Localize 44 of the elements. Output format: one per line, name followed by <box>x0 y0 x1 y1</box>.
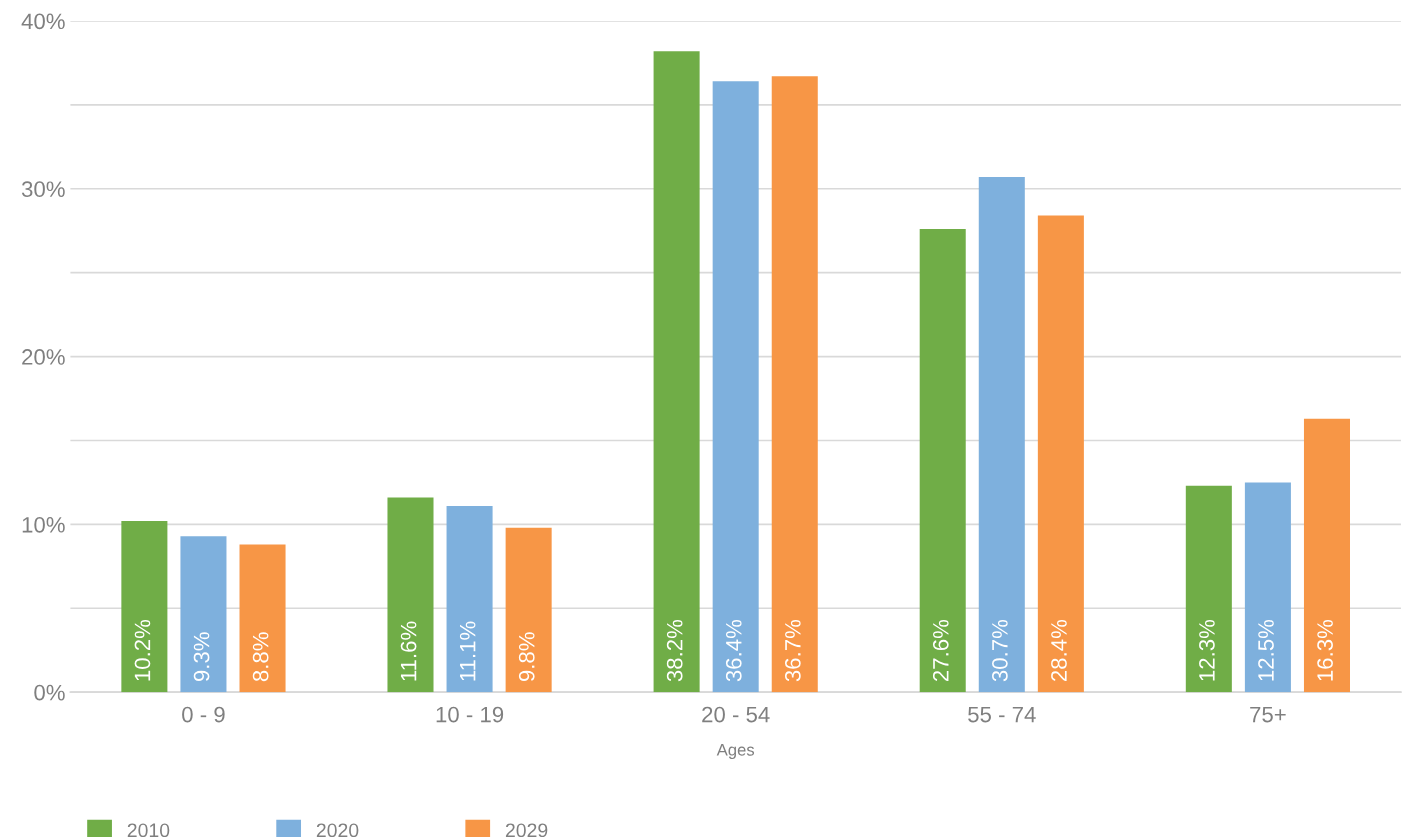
bar <box>121 521 168 693</box>
data-label: 36.4% <box>725 619 742 682</box>
data-label: 36.7% <box>784 619 801 682</box>
bar <box>712 81 759 693</box>
y-tick-label: 20% <box>22 349 65 365</box>
bar <box>653 51 700 693</box>
y-tick-label: 0% <box>34 684 65 701</box>
bar <box>505 527 552 693</box>
x-tick-label: 20 - 54 <box>702 706 770 723</box>
data-label: 11.6% <box>400 621 417 681</box>
bar <box>446 505 493 693</box>
bar <box>180 536 227 693</box>
data-label: 9.3% <box>193 632 210 682</box>
x-tick-label: 75+ <box>1250 706 1286 723</box>
x-tick-label: 10 - 19 <box>436 706 504 723</box>
data-label: 12.3% <box>1199 619 1215 681</box>
bar <box>387 497 434 693</box>
data-label: 38.2% <box>666 619 683 682</box>
data-label: 28.4% <box>1051 619 1067 682</box>
y-tick-label: 30% <box>21 181 65 198</box>
bar <box>1303 418 1350 693</box>
data-label: 16.3% <box>1317 619 1333 681</box>
x-axis-title: Ages <box>716 744 755 760</box>
legend-label: 2029 <box>505 823 548 837</box>
data-label: 8.8% <box>252 632 269 682</box>
y-tick-label: 40% <box>21 13 65 30</box>
legend-label: 2020 <box>316 823 359 837</box>
y-tick-label: 10% <box>22 516 65 533</box>
data-label: 30.7% <box>992 619 1008 682</box>
x-tick-label: 55 - 74 <box>968 706 1036 723</box>
bar <box>978 177 1025 693</box>
bar <box>1244 482 1291 693</box>
data-label: 10.2% <box>134 619 151 681</box>
data-label: 9.8% <box>518 632 535 682</box>
bar <box>1037 215 1084 693</box>
bar <box>1185 485 1232 693</box>
data-label: 12.5% <box>1258 619 1274 681</box>
x-tick-label: 0 - 9 <box>182 706 225 723</box>
bar <box>919 229 966 693</box>
legend-label: 2010 <box>127 823 170 837</box>
bar <box>239 544 286 693</box>
bar <box>771 76 818 693</box>
data-label: 11.1% <box>459 621 476 681</box>
data-label: 27.6% <box>932 619 949 682</box>
